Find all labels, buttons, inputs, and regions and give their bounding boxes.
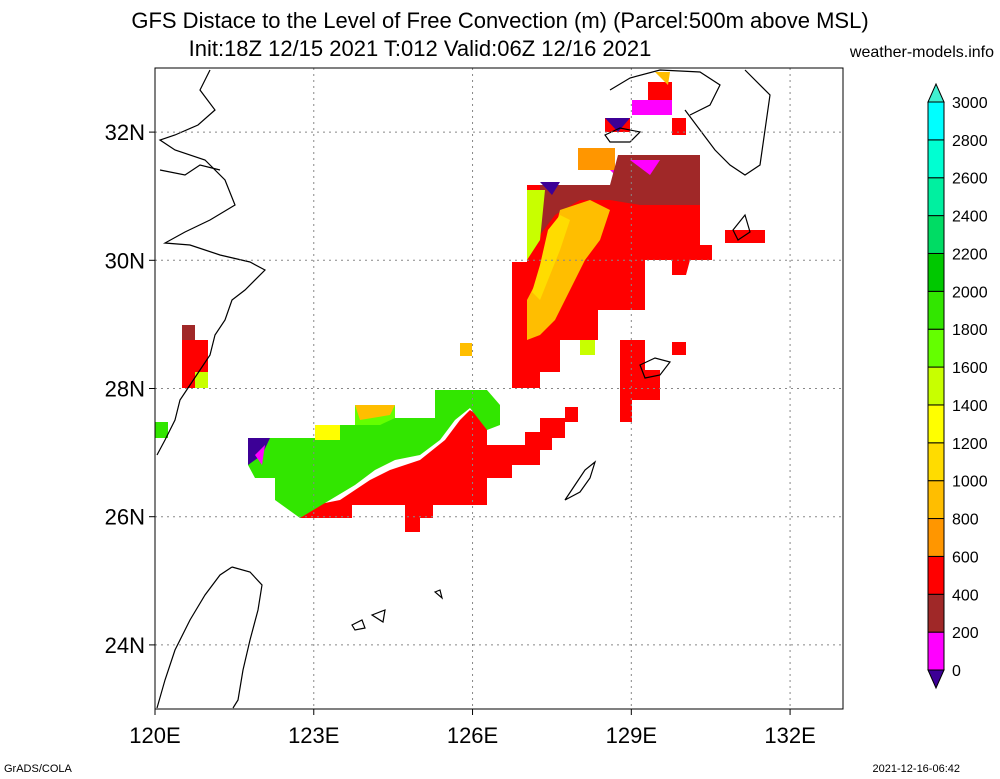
colorbar-label: 400 bbox=[952, 587, 979, 604]
coastline-ishigaki bbox=[370, 609, 386, 623]
graticule bbox=[154, 68, 843, 709]
colorbar-segment bbox=[927, 442, 945, 482]
lfc-region-30 bbox=[672, 118, 686, 135]
lfc-region-17 bbox=[182, 325, 195, 340]
colorbar-segment bbox=[927, 139, 945, 179]
lfc-region-28 bbox=[648, 82, 672, 100]
colorbar-segment bbox=[927, 555, 945, 595]
lon-tick-label: 132E bbox=[764, 723, 815, 748]
colorbar-label: 600 bbox=[952, 549, 979, 566]
lfc-region-1 bbox=[540, 185, 700, 235]
coastline-jeju bbox=[604, 127, 642, 143]
lfc-region-13 bbox=[315, 425, 340, 440]
colorbar-label: 2400 bbox=[952, 209, 988, 226]
colorbar-label: 1800 bbox=[952, 322, 988, 339]
lfc-region-33 bbox=[405, 518, 420, 532]
colorbar-over bbox=[927, 82, 945, 103]
lat-tick-label: 32N bbox=[105, 120, 145, 145]
coastline-miyako bbox=[351, 619, 366, 631]
lon-tick-label: 123E bbox=[288, 723, 339, 748]
coastline-taiwan bbox=[156, 566, 263, 709]
lat-tick-label: 28N bbox=[105, 377, 145, 402]
colorbar-segment bbox=[927, 177, 945, 217]
lfc-region-22 bbox=[578, 148, 615, 170]
lfc-region-12 bbox=[460, 343, 472, 356]
colorbar-label: 1600 bbox=[952, 360, 988, 377]
coastline-china-bay bbox=[159, 164, 221, 176]
colorbar-label: 2600 bbox=[952, 171, 988, 188]
colorbar-segment bbox=[927, 366, 945, 406]
lfc-region-29 bbox=[655, 72, 670, 85]
lfc-region-32 bbox=[580, 340, 595, 355]
lfc-region-18 bbox=[195, 372, 208, 388]
lfc-region-20 bbox=[540, 182, 560, 195]
lfc-region-9 bbox=[248, 390, 500, 518]
lfc-region-26 bbox=[605, 118, 630, 132]
colorbar-label: 3000 bbox=[952, 95, 988, 112]
lfc-region-23 bbox=[610, 155, 700, 185]
lon-tick-label: 120E bbox=[129, 723, 180, 748]
colorbar-under bbox=[927, 669, 945, 690]
lat-tick-label: 30N bbox=[105, 248, 145, 273]
colorbar: 0 200 400 600 800 1000 1200 1400 1600 1800 2000 220… bbox=[927, 82, 988, 690]
colorbar-segment bbox=[927, 404, 945, 444]
colorbar-segment bbox=[927, 215, 945, 254]
colorbar-label: 800 bbox=[952, 512, 979, 529]
coastline-tanegashima bbox=[732, 213, 751, 241]
colorbar-segment bbox=[927, 252, 945, 292]
lfc-region-3 bbox=[532, 215, 570, 300]
chart-subtitle: Init:18Z 12/15 2021 T:012 Valid:06Z 12/1… bbox=[188, 36, 652, 61]
colorbar-label: 2000 bbox=[952, 284, 988, 301]
lfc-region-24 bbox=[630, 160, 660, 175]
colorbar-label: 0 bbox=[952, 663, 961, 680]
colorbar-label: 200 bbox=[952, 625, 979, 642]
colorbar-segment bbox=[927, 593, 945, 633]
lfc-region-8 bbox=[300, 407, 578, 532]
colorbar-segment bbox=[927, 328, 945, 368]
lfc-region-19 bbox=[155, 422, 168, 438]
lfc-region-27 bbox=[632, 100, 672, 115]
coastline-amami bbox=[639, 357, 672, 379]
footer-timestamp: 2021-12-16-06:42 bbox=[872, 763, 960, 775]
colorbar-label: 2200 bbox=[952, 246, 988, 263]
lat-tick-label: 26N bbox=[105, 505, 145, 530]
lfc-region-11 bbox=[355, 405, 395, 420]
coastline-okinawa bbox=[564, 460, 597, 501]
colorbar-segment bbox=[927, 290, 945, 330]
coastline-small-isle bbox=[433, 589, 444, 600]
lfc-region-7 bbox=[725, 230, 765, 243]
lfc-region-15 bbox=[255, 445, 265, 465]
coastline-china bbox=[156, 69, 266, 456]
coastline-kyushu bbox=[684, 69, 771, 176]
colorbar-label: 2800 bbox=[952, 133, 988, 150]
colorbar-segment bbox=[927, 480, 945, 520]
colorbar-segment bbox=[927, 518, 945, 557]
axis-ticks: 120E 123E 126E 129E 132E 32N 30N 28N 26N 24N bbox=[105, 120, 816, 748]
footer-credit: GrADS/COLA bbox=[4, 763, 72, 775]
lfc-region-16 bbox=[182, 340, 208, 388]
chart-title: GFS Distace to the Level of Free Convect… bbox=[131, 8, 869, 33]
lat-tick-label: 24N bbox=[105, 633, 145, 658]
site-label[interactable]: weather-models.info bbox=[849, 44, 994, 61]
colorbar-label: 1000 bbox=[952, 474, 988, 491]
lfc-region-6 bbox=[672, 342, 686, 355]
coastlines bbox=[156, 69, 771, 709]
lfc-region-2 bbox=[527, 200, 610, 340]
lfc-region-5 bbox=[620, 340, 660, 422]
lon-tick-label: 129E bbox=[606, 723, 657, 748]
colorbar-label: 1400 bbox=[952, 398, 988, 415]
coastline-korea bbox=[609, 69, 721, 116]
lfc-field bbox=[155, 72, 765, 532]
colorbar-label: 1200 bbox=[952, 436, 988, 453]
lon-tick-label: 126E bbox=[447, 723, 498, 748]
colorbar-segment bbox=[927, 101, 945, 141]
lfc-region-4 bbox=[527, 190, 545, 260]
colorbar-segment bbox=[927, 631, 945, 671]
